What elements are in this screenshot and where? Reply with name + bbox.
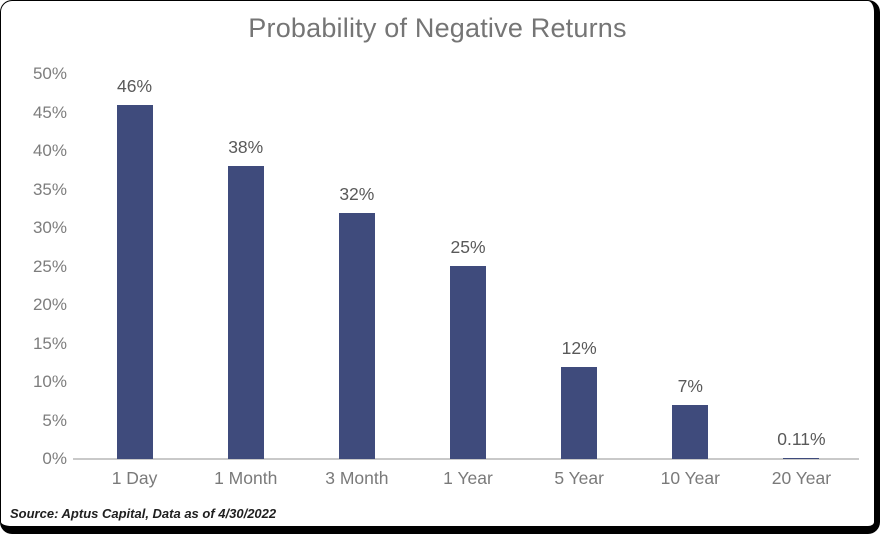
- bar-1-month: [227, 166, 264, 459]
- bar-1-year: [450, 266, 486, 459]
- y-axis-tick-label: 10%: [32, 372, 67, 391]
- x-axis-category-label: 10 Year: [660, 468, 720, 488]
- x-axis-category-label: 5 Year: [554, 468, 604, 488]
- bar-value-label: 7%: [677, 376, 703, 396]
- bar-value-label: 12%: [561, 338, 597, 358]
- plot-area: 46% 38% 32% 25% 12% 7% 0.11%: [73, 74, 859, 460]
- x-axis-category-label: 1 Day: [111, 468, 158, 488]
- y-axis-tick-label: 35%: [32, 179, 67, 199]
- x-axis-category-label: 3 Month: [325, 468, 389, 488]
- y-axis: 0% 5% 10% 15% 20% 25% 30% 35% 40% 45% 50%: [1, 1, 67, 526]
- y-axis-tick-label: 40%: [32, 141, 67, 160]
- y-axis-tick-label: 50%: [32, 64, 67, 83]
- bar-1-day: [116, 105, 153, 459]
- y-axis-tick-label: 45%: [32, 102, 67, 122]
- y-axis-tick-label: 5%: [42, 410, 67, 430]
- y-axis-tick-label: 0%: [42, 449, 67, 468]
- bar-value-label: 25%: [450, 237, 486, 257]
- bar-20-year: [783, 458, 820, 459]
- bar-value-label: 46%: [117, 76, 153, 96]
- x-axis-category-label: 1 Year: [443, 468, 493, 488]
- chart-title: Probability of Negative Returns: [248, 13, 627, 43]
- bar-5-year: [561, 367, 598, 459]
- bar-value-label: 0.11%: [777, 429, 826, 449]
- bar-10-year: [672, 405, 709, 459]
- x-axis-labels: 1 Day 1 Month 3 Month 1 Year 5 Year 10 Year 20…: [79, 468, 857, 494]
- bar-value-label: 38%: [228, 137, 264, 157]
- y-axis-tick-label: 20%: [32, 295, 67, 314]
- x-axis-category-label: 20 Year: [771, 468, 832, 488]
- bar-value-label: 32%: [339, 184, 375, 204]
- source-note: Source: Aptus Capital, Data as of 4/30/2…: [10, 506, 277, 521]
- y-axis-tick-label: 25%: [32, 256, 67, 276]
- x-axis-category-label: 1 Month: [214, 468, 278, 488]
- x-axis-line: [73, 458, 859, 460]
- y-axis-tick-label: 15%: [32, 333, 67, 353]
- bar-3-month: [338, 213, 375, 459]
- y-axis-tick-label: 30%: [32, 218, 67, 237]
